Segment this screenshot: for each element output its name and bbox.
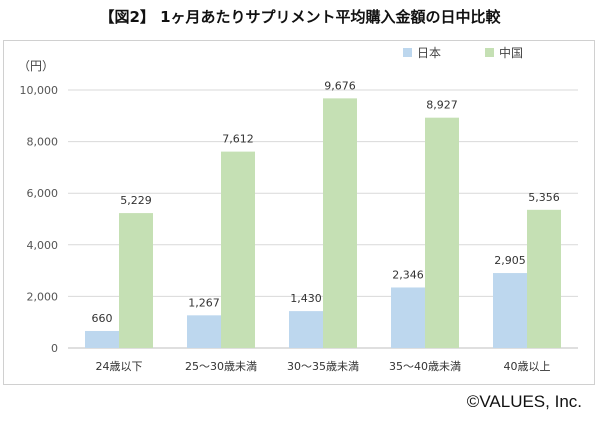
x-category-label: 24歳以下: [96, 360, 143, 373]
data-label: 9,676: [324, 79, 356, 92]
data-label: 2,905: [494, 254, 526, 267]
bar-japan: [289, 311, 323, 348]
bar-japan: [85, 330, 119, 348]
y-tick-label: 6,000: [27, 187, 59, 200]
bar-china: [221, 151, 255, 348]
data-label: 1,267: [188, 296, 220, 309]
bar-japan: [187, 315, 221, 348]
x-category-label: 25〜30歳未満: [185, 360, 257, 373]
data-label: 660: [92, 312, 113, 325]
y-tick-label: 10,000: [20, 84, 59, 97]
legend-swatch: [485, 48, 494, 57]
data-label: 5,229: [120, 194, 152, 207]
data-label: 8,927: [426, 99, 458, 112]
bar-japan: [493, 273, 527, 348]
x-category-label: 30〜35歳未満: [287, 360, 359, 373]
chart-frame: [3, 40, 595, 385]
data-label: 5,356: [528, 191, 560, 204]
bar-china: [425, 117, 459, 348]
y-tick-label: 2,000: [27, 290, 59, 303]
legend-label: 中国: [499, 45, 523, 60]
chart-title: 【図2】 1ヶ月あたりサプリメント平均購入金額の日中比較: [99, 8, 501, 26]
data-label: 2,346: [392, 268, 424, 281]
bar-china: [527, 209, 561, 348]
x-category-label: 35〜40歳未満: [389, 360, 461, 373]
data-label: 1,430: [290, 292, 322, 305]
bar-china: [323, 98, 357, 349]
y-tick-label: 0: [51, 342, 58, 355]
y-unit-label: （円）: [18, 59, 54, 73]
copyright-text: ©VALUES, Inc.: [466, 392, 582, 411]
y-tick-label: 8,000: [27, 136, 59, 149]
bar-japan: [391, 287, 425, 348]
data-label: 7,612: [222, 133, 254, 146]
legend-swatch: [403, 48, 412, 57]
legend-label: 日本: [417, 46, 441, 60]
y-tick-label: 4,000: [27, 239, 59, 252]
bar-china: [119, 213, 153, 348]
x-category-label: 40歳以上: [504, 360, 551, 373]
